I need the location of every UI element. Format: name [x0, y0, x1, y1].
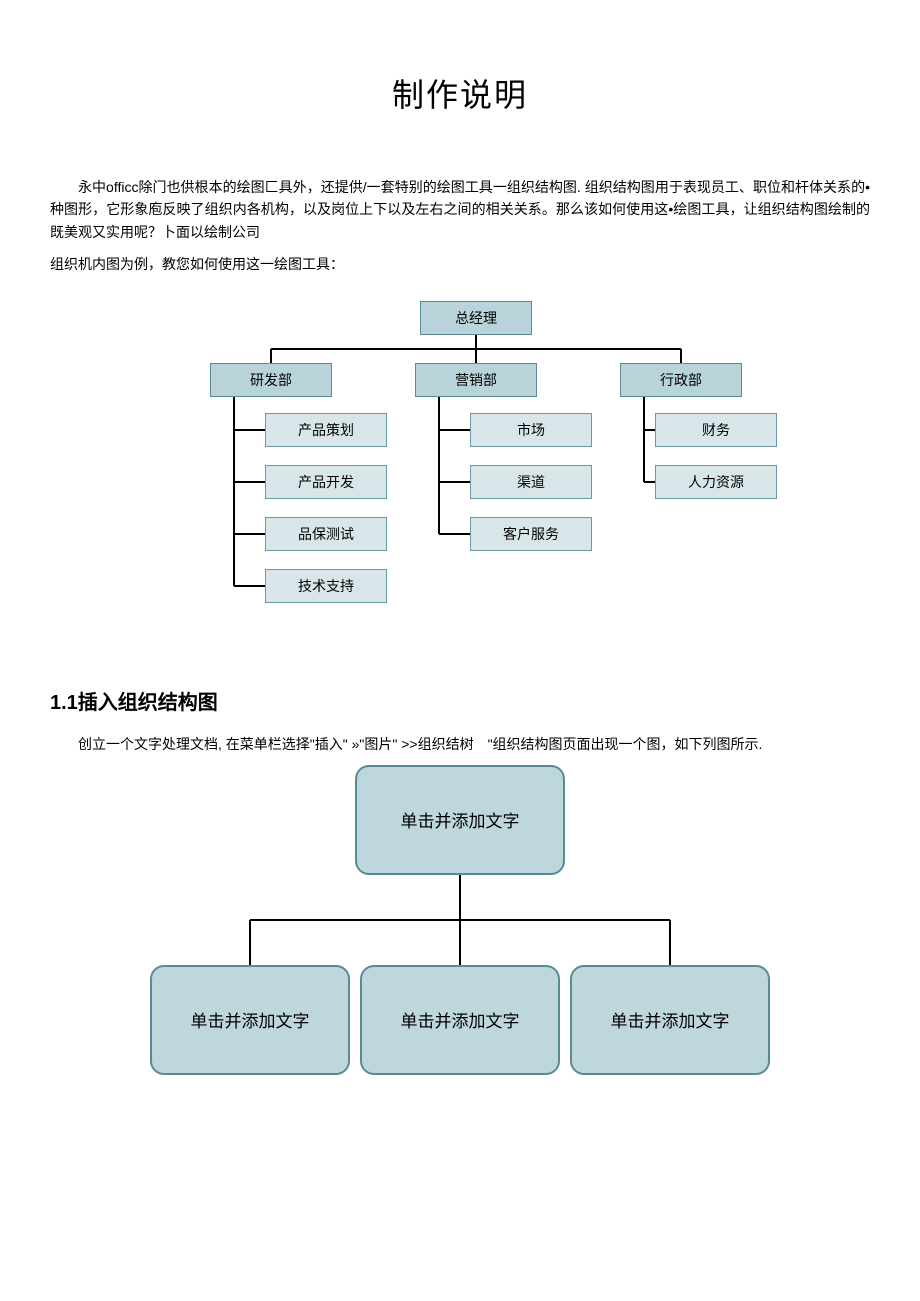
org-node-d1: 研发部 — [210, 363, 332, 397]
org-node-d3: 行政部 — [620, 363, 742, 397]
document-title: 制作说明 — [50, 70, 870, 116]
org-node-d2: 营销部 — [415, 363, 537, 397]
section-heading-1-1: 1.1插入组织结构图 — [50, 686, 870, 715]
default-org-node-c2: 单击并添加文字 — [360, 965, 560, 1075]
default-org-node-c3: 单击并添加文字 — [570, 965, 770, 1075]
section-paragraph-1: 创立一个文字处理文档, 在菜单栏选择"插入" »"图片" >>组织结树 "组织结… — [50, 733, 870, 755]
intro-paragraph-1: 永中officc除门也供根本的绘图匚具外，还提供/一套特别的绘图工具一组织结构图… — [50, 176, 870, 243]
org-node-d3c2: 人力资源 — [655, 465, 777, 499]
org-node-d1c2: 产品开发 — [265, 465, 387, 499]
org-node-d1c4: 技术支持 — [265, 569, 387, 603]
default-org-node-c1: 单击并添加文字 — [150, 965, 350, 1075]
intro-paragraph-2: 组织机内图为例，教您如何使用这一绘图工具： — [50, 253, 870, 275]
org-chart-sample: 总经理研发部 营销部 行政部产品策划产品开发品保测试技术支持 市场渠道客户服务 财务人力… — [140, 301, 780, 656]
org-node-root: 总经理 — [420, 301, 532, 335]
org-node-d2c1: 市场 — [470, 413, 592, 447]
org-node-d3c1: 财务 — [655, 413, 777, 447]
org-node-d1c3: 品保测试 — [265, 517, 387, 551]
default-org-node-root: 单击并添加文字 — [355, 765, 565, 875]
org-node-d1c1: 产品策划 — [265, 413, 387, 447]
org-node-d2c2: 渠道 — [470, 465, 592, 499]
org-chart-default: 单击并添加文字单击并添加文字单击并添加文字单击并添加文字 — [150, 765, 770, 1075]
org-node-d2c3: 客户服务 — [470, 517, 592, 551]
